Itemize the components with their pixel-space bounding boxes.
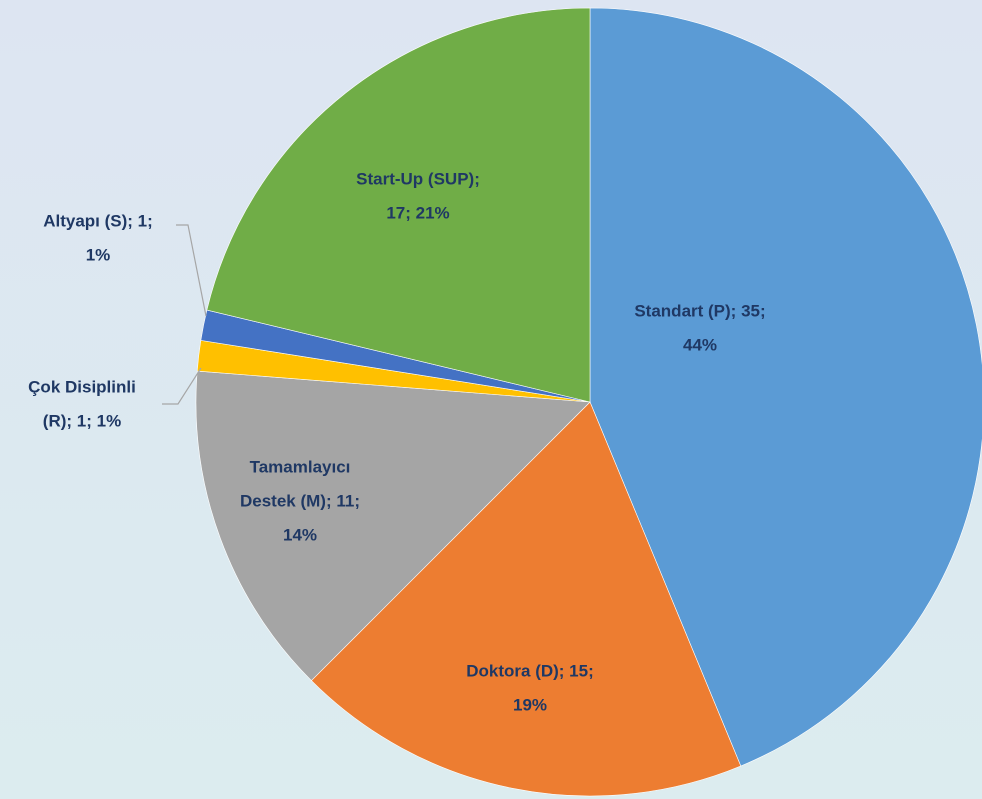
data-label: 44% (683, 335, 717, 354)
data-label: Destek (M); 11; (240, 491, 360, 510)
pie-slice (310, 401, 742, 797)
data-labels: Standart (P); 35; 44% Doktora (D); 15; 19% T… (28, 169, 765, 714)
data-label: Start-Up (SUP); (356, 169, 480, 188)
data-label: 19% (513, 695, 547, 714)
data-label: 17; 21% (386, 203, 449, 222)
data-label: 1% (86, 245, 111, 264)
data-label: Standart (P); 35; (634, 301, 765, 320)
data-label: Altyapı (S); 1; (43, 211, 153, 230)
leader-line (162, 367, 202, 405)
data-label: Çok Disiplinli (28, 377, 136, 396)
data-label: 14% (283, 525, 317, 544)
pie-slice (195, 370, 591, 682)
data-label: (R); 1; 1% (43, 411, 121, 430)
leader-line (176, 224, 207, 317)
data-label: Tamamlayıcı (250, 457, 351, 476)
pie (195, 7, 982, 797)
data-label: Doktora (D); 15; (466, 661, 594, 680)
pie-slice (206, 7, 591, 403)
pie-slice (589, 7, 982, 767)
